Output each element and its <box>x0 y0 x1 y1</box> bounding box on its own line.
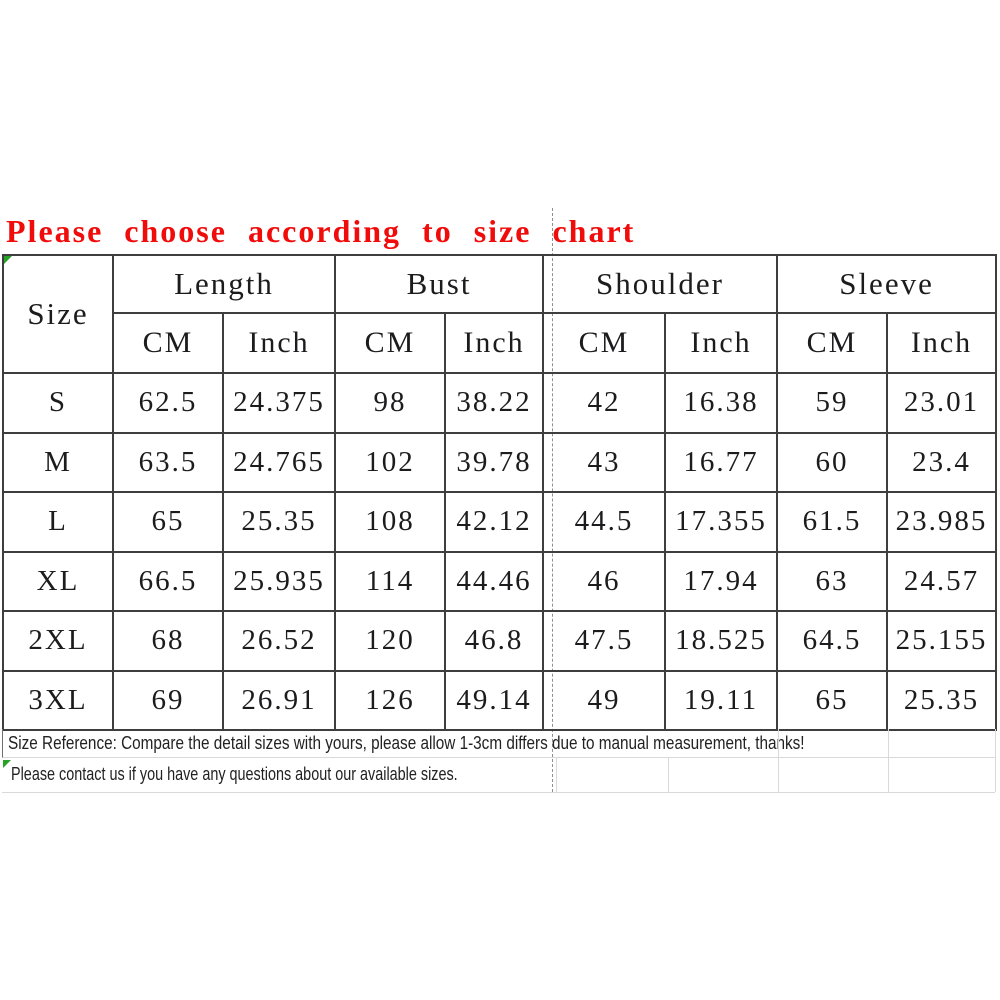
cell: 17.355 <box>664 491 779 553</box>
gridline <box>668 758 669 792</box>
size-label: S <box>2 372 114 434</box>
cell: 69 <box>112 669 224 731</box>
gridline <box>2 792 995 793</box>
page-title: Please choose according to size chart <box>6 213 636 249</box>
unit-header-bust-cm: CM <box>334 312 446 374</box>
col-group-shoulder: Shoulder <box>542 254 779 314</box>
cell: 39.78 <box>443 431 545 493</box>
cell: 65 <box>776 669 889 731</box>
cell: 19.11 <box>664 669 779 731</box>
unit-header-length-cm: CM <box>112 312 224 374</box>
table-row-xl: XL 66.5 25.935 114 44.46 46 17.94 63 24.… <box>2 550 998 612</box>
cell: 26.91 <box>222 669 336 731</box>
unit-header-sleeve-cm: CM <box>776 312 889 374</box>
cell: 49.14 <box>443 669 545 731</box>
col-group-bust: Bust <box>333 254 545 314</box>
unit-header-bust-inch: Inch <box>443 312 545 374</box>
cell: 120 <box>334 610 446 672</box>
cell: 102 <box>334 431 446 493</box>
size-label: XL <box>2 550 114 612</box>
cell: 61.5 <box>776 491 889 553</box>
cell: 24.57 <box>886 550 998 612</box>
gridline <box>888 729 889 792</box>
cell: 63 <box>776 550 889 612</box>
cell: 66.5 <box>112 550 224 612</box>
cell: 23.4 <box>886 431 998 493</box>
unit-header-sleeve-inch: Inch <box>886 312 998 374</box>
cell: 114 <box>334 550 446 612</box>
cell: 68 <box>112 610 224 672</box>
cell-corner-flag-icon <box>3 760 11 768</box>
cell: 23.985 <box>886 491 998 553</box>
cell: 47.5 <box>542 610 667 672</box>
header-units-row: CM Inch CM Inch CM Inch CM Inch <box>3 312 998 374</box>
cell: 126 <box>334 669 446 731</box>
cell: 25.155 <box>886 610 998 672</box>
cell: 26.52 <box>222 610 336 672</box>
cell: 65 <box>112 491 224 553</box>
cell: 64.5 <box>776 610 889 672</box>
cell: 23.01 <box>886 372 998 434</box>
cell: 44.5 <box>542 491 667 553</box>
cell: 17.94 <box>664 550 779 612</box>
table-row-m: M 63.5 24.765 102 39.78 43 16.77 60 23.4 <box>2 431 998 493</box>
cell: 108 <box>334 491 446 553</box>
cell: 63.5 <box>112 431 224 493</box>
cell: 24.765 <box>222 431 336 493</box>
cell: 59 <box>776 372 889 434</box>
cell: 60 <box>776 431 889 493</box>
table-row-2xl: 2XL 68 26.52 120 46.8 47.5 18.525 64.5 2… <box>2 610 998 672</box>
table-row-l: L 65 25.35 108 42.12 44.5 17.355 61.5 23… <box>2 491 998 553</box>
size-table: Size Length Bust Shoulder Sleeve CM Inch… <box>2 254 998 731</box>
size-label: 2XL <box>2 610 114 672</box>
gridline <box>778 729 779 792</box>
size-label: L <box>2 491 114 553</box>
note-size-reference: Size Reference: Compare the detail sizes… <box>2 729 996 758</box>
header-group-row: Size Length Bust Shoulder Sleeve <box>2 254 998 374</box>
cell: 38.22 <box>443 372 545 434</box>
gridline <box>556 758 557 792</box>
cell: 43 <box>542 431 667 493</box>
cell: 42 <box>542 372 667 434</box>
cell-corner-flag-icon <box>4 256 12 264</box>
cell: 49 <box>542 669 667 731</box>
cell: 46 <box>542 550 667 612</box>
gridline <box>995 729 996 792</box>
corner-header-size: Size <box>2 254 114 374</box>
note-contact-us: Please contact us if you have any questi… <box>2 758 996 792</box>
col-group-length: Length <box>112 254 336 314</box>
cell: 25.35 <box>886 669 998 731</box>
cell: 16.38 <box>664 372 779 434</box>
unit-header-shoulder-cm: CM <box>542 312 667 374</box>
table-row-3xl: 3XL 69 26.91 126 49.14 49 19.11 65 25.35 <box>2 669 998 731</box>
size-label: M <box>2 431 114 493</box>
cell: 25.35 <box>222 491 336 553</box>
cell: 62.5 <box>112 372 224 434</box>
cell: 46.8 <box>443 610 545 672</box>
cell: 25.935 <box>222 550 336 612</box>
note-contact-us-text: Please contact us if you have any questi… <box>11 764 458 784</box>
unit-header-shoulder-inch: Inch <box>664 312 779 374</box>
col-group-sleeve: Sleeve <box>776 254 998 314</box>
cell: 24.375 <box>222 372 336 434</box>
cell: 18.525 <box>664 610 779 672</box>
cell: 44.46 <box>443 550 545 612</box>
unit-header-length-inch: Inch <box>222 312 336 374</box>
note-size-reference-text: Size Reference: Compare the detail sizes… <box>8 733 805 753</box>
size-label: 3XL <box>2 669 114 731</box>
table-row-s: S 62.5 24.375 98 38.22 42 16.38 59 23.01 <box>2 372 998 434</box>
cell: 16.77 <box>664 431 779 493</box>
cell: 98 <box>334 372 446 434</box>
cell: 42.12 <box>443 491 545 553</box>
